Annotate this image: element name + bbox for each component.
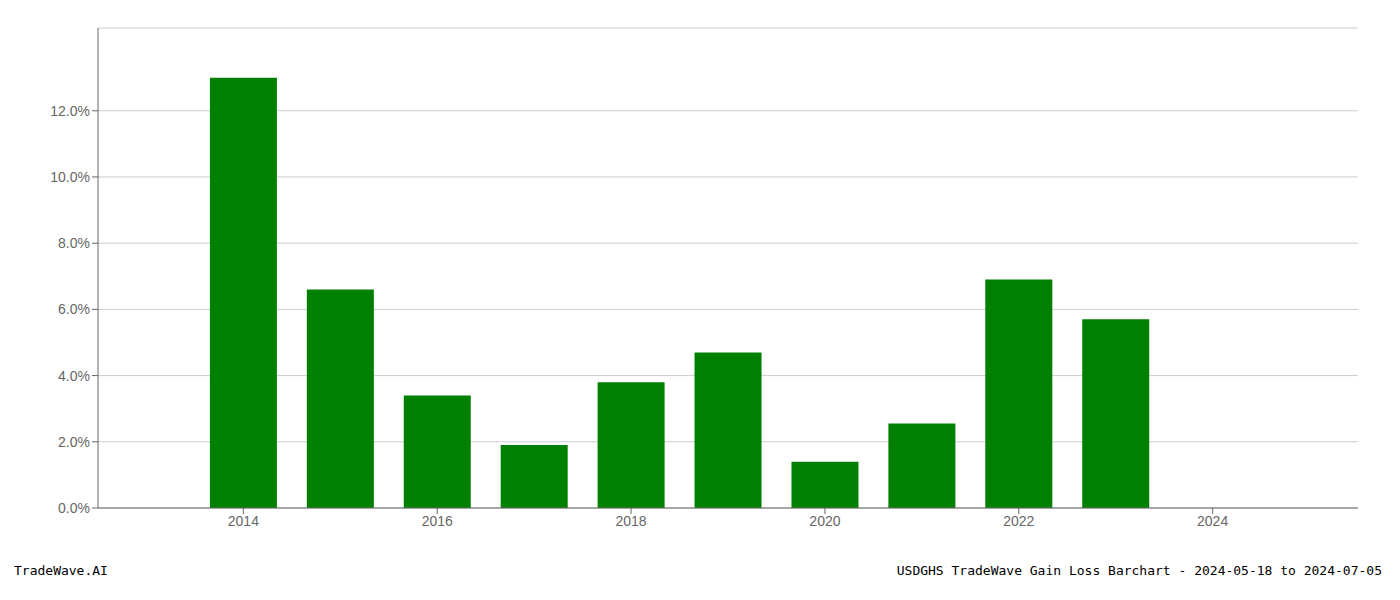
html-text:USDGHS TradeWave Gain Loss Bar: USDGHS TradeWave Gain Loss Barchart - 20… <box>896 562 1382 578</box>
svg-text:10.0%: 10.0% <box>50 169 90 185</box>
svg-text:2.0%: 2.0% <box>58 434 90 450</box>
svg-text:4.0%: 4.0% <box>58 368 90 384</box>
svg-text:2018: 2018 <box>615 513 646 529</box>
svg-text:6.0%: 6.0% <box>58 301 90 317</box>
svg-text:8.0%: 8.0% <box>58 235 90 251</box>
svg-text:12.0%: 12.0% <box>50 103 90 119</box>
svg-text:2016: 2016 <box>422 513 453 529</box>
svg-text:0.0%: 0.0% <box>58 500 90 516</box>
svg-text:2014: 2014 <box>228 513 259 529</box>
svg-text:2020: 2020 <box>809 513 840 529</box>
html-text:TradeWave.AI: TradeWave.AI <box>14 562 108 578</box>
svg-text:2024: 2024 <box>1197 513 1228 529</box>
svg-text:2022: 2022 <box>1003 513 1034 529</box>
